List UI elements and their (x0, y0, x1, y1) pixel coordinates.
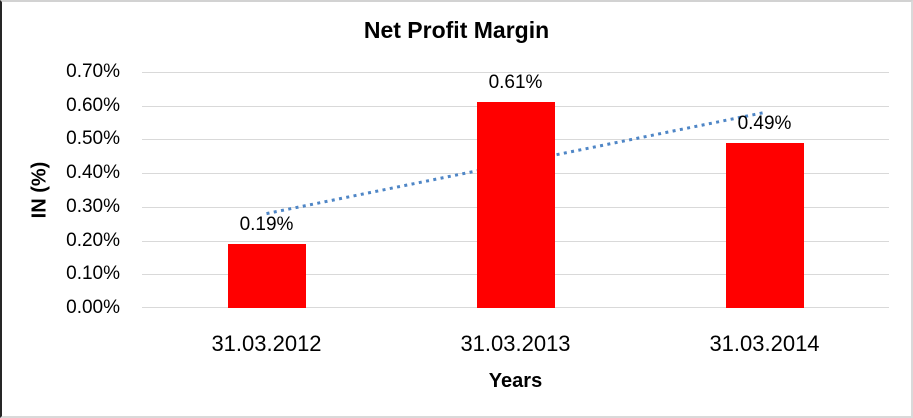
x-tick-label: 31.03.2014 (709, 331, 820, 356)
y-tick-label: 0.60% (66, 94, 120, 116)
bar (476, 102, 555, 308)
bar-data-label: 0.49% (737, 112, 792, 134)
plot-area: 0.19% 0.61% 0.49% (142, 72, 889, 308)
chart-title: Net Profit Margin (363, 17, 550, 43)
x-tick-label: 31.03.2013 (460, 331, 571, 356)
bar (227, 243, 306, 308)
bar-data-label: 0.19% (239, 213, 294, 235)
x-tick-label: 31.03.2012 (211, 331, 322, 356)
y-tick-label: 0.10% (66, 263, 120, 285)
gridline (142, 72, 889, 73)
x-axis-title: Years (488, 370, 543, 392)
y-tick-label: 0.70% (66, 61, 120, 82)
y-tick-label: 0.40% (66, 162, 120, 184)
y-tick-label: 0.50% (66, 128, 120, 150)
bar-data-label: 0.61% (488, 72, 543, 94)
y-tick-label: 0.00% (66, 297, 120, 318)
y-tick-label: 0.20% (66, 229, 120, 251)
y-tick-label: 0.30% (66, 195, 120, 217)
bar (725, 142, 804, 308)
